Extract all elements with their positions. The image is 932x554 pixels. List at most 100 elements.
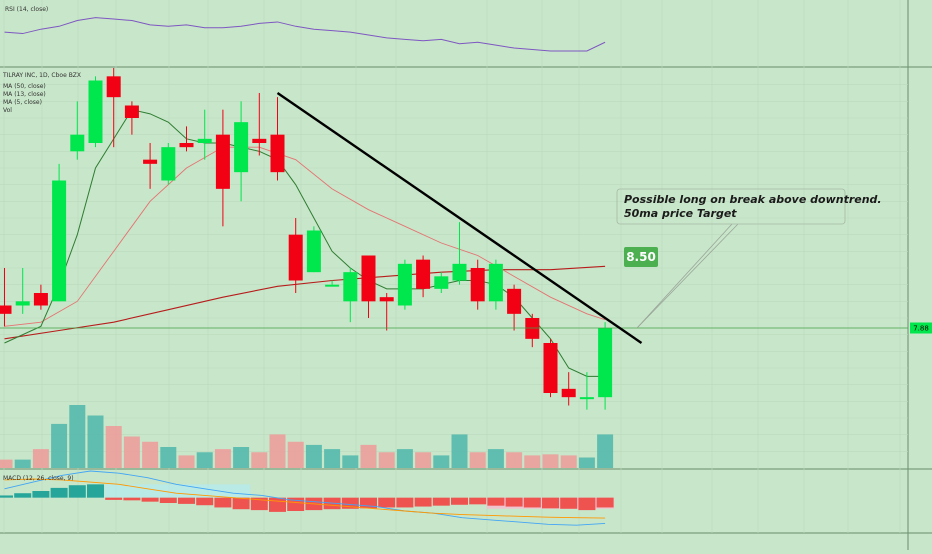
candle-body xyxy=(306,230,321,273)
volume-bar xyxy=(214,449,231,468)
macd-area xyxy=(104,484,251,498)
macd-panel xyxy=(0,470,615,526)
macd-histogram-bar xyxy=(505,497,523,507)
macd-histogram-bar xyxy=(269,497,286,512)
candle-body xyxy=(252,138,267,143)
volume-bar xyxy=(87,415,104,468)
volume-bar xyxy=(597,434,614,468)
current-price-tag xyxy=(910,322,932,334)
macd-histogram-bar xyxy=(232,497,250,510)
candle-body xyxy=(507,288,522,314)
candle-body xyxy=(598,328,613,398)
macd-histogram-bar xyxy=(414,497,432,507)
macd-histogram-bar xyxy=(14,493,32,498)
macd-histogram-bar xyxy=(250,497,268,511)
volume-bar xyxy=(451,434,468,468)
candle-body xyxy=(0,305,12,314)
macd-histogram-bar xyxy=(596,497,614,508)
volume-bar xyxy=(396,449,413,468)
candle-body xyxy=(561,388,576,398)
volume-bar xyxy=(51,423,68,468)
candle-body xyxy=(361,255,376,302)
candle-body xyxy=(215,134,230,189)
candle-body xyxy=(15,301,30,306)
target-label: 8.50 xyxy=(626,250,656,264)
volume-bar xyxy=(487,449,504,468)
candle-body xyxy=(488,263,503,302)
candle-body xyxy=(579,397,594,400)
rsi-title: RSI (14, close) xyxy=(5,6,48,13)
macd-histogram-bar xyxy=(378,497,396,508)
callout-box xyxy=(616,188,846,225)
callout-line-2: 50ma price Target xyxy=(624,207,737,220)
volume-bar xyxy=(342,455,359,468)
macd-histogram-bar xyxy=(469,497,487,505)
candle-body xyxy=(288,234,303,281)
macd-histogram-bar xyxy=(178,497,195,504)
volume-bar xyxy=(178,455,195,468)
candle-body xyxy=(543,343,558,393)
macd-histogram-bar xyxy=(214,497,232,508)
rsi-legend: RSI (14, close) xyxy=(5,6,48,13)
price-legend: TILRAY INC, 1D, Cboe BZX MA (50, close) … xyxy=(2,72,81,114)
rsi-panel xyxy=(4,17,606,52)
volume-bar xyxy=(360,444,377,468)
candle-body xyxy=(434,276,449,289)
candle-body xyxy=(234,122,249,173)
ma13-line xyxy=(4,146,606,327)
volume-bar xyxy=(32,449,49,468)
macd-line xyxy=(4,470,606,526)
signal-line xyxy=(4,478,606,519)
candle-body xyxy=(143,159,158,164)
candle-body xyxy=(470,268,485,302)
volume-bar xyxy=(524,455,541,468)
macd-histogram-bar xyxy=(123,497,141,501)
macd-histogram-bar xyxy=(141,497,159,502)
annotation: Possible long on break above downtrend. … xyxy=(616,188,882,329)
macd-histogram-bar xyxy=(578,497,596,511)
volume-bar xyxy=(324,449,341,468)
macd-histogram-bar xyxy=(87,484,104,498)
macd-histogram-bar xyxy=(560,497,578,509)
candle-body xyxy=(397,263,412,306)
callout-pointer xyxy=(636,223,733,329)
target-label-box xyxy=(624,247,658,267)
volume-bar xyxy=(269,434,286,468)
candle-body xyxy=(270,134,285,173)
callout-line-1: Possible long on break above downtrend. xyxy=(624,193,882,206)
ma5-legend: MA (5, close) xyxy=(3,99,42,106)
volume-bar xyxy=(378,452,395,468)
candle-body xyxy=(161,147,176,181)
macd-histogram-bar xyxy=(360,497,377,509)
candle-body xyxy=(179,143,194,148)
macd-histogram-bar xyxy=(542,497,559,509)
vol-legend: Vol xyxy=(3,107,12,114)
candle-body xyxy=(88,80,103,143)
volume-bar xyxy=(506,452,523,468)
macd-histogram-bar xyxy=(451,497,468,505)
ma50-line xyxy=(4,265,606,340)
candle-body xyxy=(197,138,212,143)
volume-bar xyxy=(14,459,31,468)
macd-histogram-bar xyxy=(32,491,50,498)
candle-body xyxy=(70,134,85,152)
volume-bar xyxy=(233,447,250,468)
volume-bar xyxy=(415,452,432,468)
macd-histogram-bar xyxy=(0,495,13,498)
macd-legend: MACD (12, 26, close, 9) xyxy=(3,475,74,482)
downtrend-line xyxy=(276,92,643,344)
volume-bar xyxy=(196,452,213,468)
macd-histogram-bar xyxy=(159,497,177,503)
macd-histogram-bar xyxy=(487,497,505,506)
volume-bar xyxy=(69,405,86,468)
candle-body xyxy=(452,263,467,281)
candle-body xyxy=(33,293,48,306)
volume-bar xyxy=(251,452,268,468)
volume-bar xyxy=(578,457,595,468)
macd-histogram-bar xyxy=(396,497,414,508)
volume-layer xyxy=(0,405,614,468)
candle-body xyxy=(343,272,358,302)
volume-bar xyxy=(542,454,559,468)
